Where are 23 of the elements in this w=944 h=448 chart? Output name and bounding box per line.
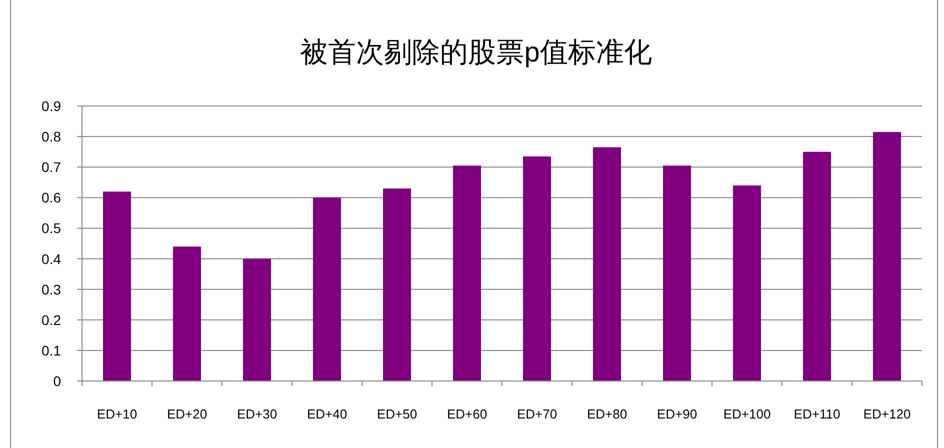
x-tick-label: ED+120 bbox=[863, 406, 911, 422]
x-tick-label: ED+90 bbox=[656, 406, 698, 422]
x-tick-label: ED+20 bbox=[166, 406, 208, 422]
y-tick-label: 0.9 bbox=[42, 98, 62, 114]
y-tick-label: 0.7 bbox=[42, 159, 62, 176]
x-tick-label: ED+110 bbox=[794, 406, 840, 422]
y-tick-label: 0.6 bbox=[42, 190, 62, 206]
x-tick-label: ED+60 bbox=[446, 406, 488, 422]
y-tick-label: 0.5 bbox=[42, 220, 62, 236]
x-tick-label: ED+80 bbox=[586, 406, 628, 422]
x-tick-label: ED+40 bbox=[306, 406, 348, 422]
x-tick-label: ED+30 bbox=[236, 406, 278, 422]
y-tick-label: 0 bbox=[53, 373, 62, 389]
title: 被首次剔除的股票p值标准化 bbox=[300, 36, 652, 68]
x-tick-label: ED+10 bbox=[96, 406, 138, 422]
y-tick-label: 0.2 bbox=[42, 312, 62, 328]
y-tick-label: 0.8 bbox=[42, 128, 62, 145]
y-tick-label: 0.3 bbox=[42, 281, 62, 298]
y-tick-label: 0.1 bbox=[42, 342, 62, 358]
y-tick-label: 0.4 bbox=[42, 250, 62, 267]
x-tick-label: ED+50 bbox=[376, 406, 418, 422]
x-tick-label: ED+70 bbox=[516, 406, 558, 422]
x-tick-label: ED+100 bbox=[723, 406, 771, 422]
